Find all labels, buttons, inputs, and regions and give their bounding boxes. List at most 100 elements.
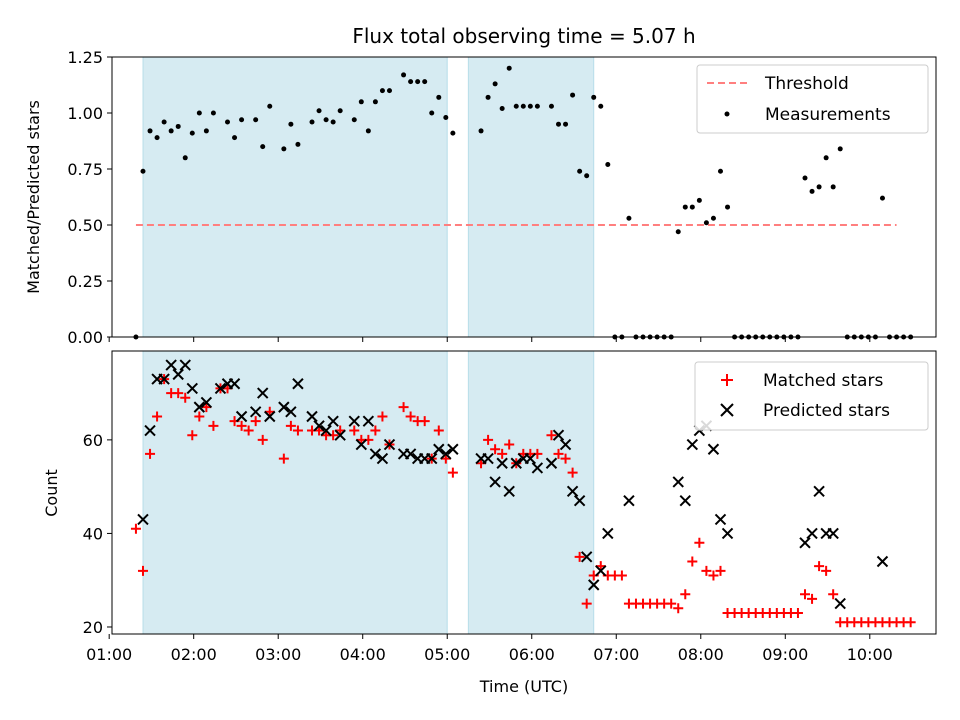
- predicted-star-point: [327, 415, 339, 427]
- measurement-point: [605, 162, 611, 168]
- predicted-star-point: [172, 368, 184, 381]
- predicted-star-point: [876, 555, 889, 568]
- predicted-star-point: [524, 452, 537, 465]
- bottom-spans: [142, 350, 595, 635]
- matched-star-point: [250, 416, 261, 427]
- predicted-star-point: [799, 537, 811, 549]
- top-axes-frame: [111, 56, 937, 338]
- legend-matched-label: Matched stars: [763, 371, 883, 391]
- measurement-point: [682, 204, 688, 210]
- predicted-star-point: [447, 443, 459, 455]
- matched-star-point: [828, 589, 839, 600]
- measurement-point: [450, 130, 456, 136]
- x-axis-label: Time (UTC): [479, 677, 568, 696]
- predicted-star-point: [827, 527, 839, 540]
- top-legend: Threshold Measurements: [696, 64, 929, 134]
- matched-star-point: [821, 565, 832, 576]
- measurement-point: [591, 94, 597, 100]
- matched-star-point: [574, 551, 585, 562]
- matched-star-point: [616, 570, 627, 581]
- matched-star-point: [546, 430, 557, 441]
- measurement-point: [225, 119, 231, 125]
- measurement-point: [879, 195, 885, 201]
- measurement-point: [415, 79, 421, 85]
- measurement-point: [140, 168, 146, 174]
- matched-star-point: [419, 416, 430, 427]
- matched-star-point: [800, 589, 811, 600]
- predicted-star-point: [679, 494, 691, 507]
- measurement-point: [703, 220, 709, 226]
- predicted-star-point: [158, 373, 170, 385]
- top-points: [133, 65, 914, 340]
- predicted-star-point: [292, 378, 304, 390]
- predicted-star-point: [264, 410, 276, 423]
- measurement-point: [485, 94, 491, 100]
- bottom-xtick-label: 06:00: [509, 645, 555, 664]
- measurement-point: [147, 128, 153, 134]
- measurement-point: [358, 99, 364, 105]
- measurement-point: [577, 168, 583, 174]
- predicted-star-point: [285, 406, 297, 418]
- predicted-star-point: [545, 457, 558, 469]
- matched-star-point: [433, 425, 444, 436]
- predicted-star-point: [552, 429, 565, 441]
- measurement-point: [232, 135, 238, 141]
- bottom-xtick-label: 03:00: [255, 645, 301, 664]
- predicted-star-point: [165, 359, 177, 371]
- predicted-star-point: [588, 579, 600, 591]
- measurement-point: [372, 99, 378, 105]
- predicted-star-point: [707, 443, 720, 455]
- matched-star-point: [145, 448, 156, 459]
- measurement-point: [154, 135, 160, 141]
- measurement-point: [506, 65, 512, 71]
- matched-star-point: [130, 523, 141, 534]
- matched-star-point: [187, 430, 198, 441]
- predicted-star-point: [186, 382, 198, 395]
- predicted-star-point: [426, 452, 438, 465]
- predicted-star-point: [559, 438, 572, 451]
- predicted-star-point: [320, 424, 332, 437]
- measurement-point: [295, 141, 301, 147]
- measurement-point: [309, 119, 315, 125]
- matched-star-point: [581, 598, 592, 609]
- measurement-point: [816, 184, 822, 190]
- matched-star-point: [792, 607, 803, 618]
- matched-star-point: [905, 617, 916, 628]
- predicted-star-point: [623, 494, 635, 507]
- predicted-star-point: [813, 485, 825, 498]
- measurement-point: [161, 119, 167, 125]
- bottom-xtick-label: 08:00: [678, 645, 724, 664]
- top-ylabel: Matched/Predicted stars: [24, 100, 43, 294]
- measurement-point: [422, 79, 428, 85]
- measurement-point: [725, 204, 731, 210]
- predicted-star-point: [440, 448, 452, 460]
- measurement-point: [520, 103, 526, 109]
- matched-star-point: [447, 467, 458, 478]
- measurement-point: [196, 110, 202, 116]
- measurement-point: [534, 103, 540, 109]
- measurement-point: [584, 173, 590, 179]
- predicted-star-point: [228, 378, 241, 390]
- matched-star-point: [560, 453, 571, 464]
- legend-predicted-marker: [720, 403, 734, 417]
- measurement-point: [323, 117, 329, 123]
- measurement-point: [182, 155, 188, 161]
- measurement-point: [351, 117, 357, 123]
- top-yticks: 0.00 0.25 0.50 0.75 1.00 1.25: [67, 48, 112, 347]
- measurement-point: [288, 121, 294, 127]
- legend-predicted-label: Predicted stars: [763, 401, 890, 421]
- matched-star-point: [137, 565, 148, 576]
- predicted-star-point: [510, 457, 522, 469]
- legend-matched-marker: [721, 374, 733, 386]
- bottom-points: [130, 359, 916, 628]
- bottom-ytick-label: 20: [83, 618, 103, 637]
- predicted-star-point: [278, 401, 290, 413]
- measurement-point: [717, 168, 723, 174]
- measurement-point: [175, 123, 181, 129]
- bottom-yticks: 20 40 60: [83, 431, 112, 637]
- measurement-point: [598, 103, 604, 109]
- measurement-point: [802, 175, 808, 181]
- predicted-star-point: [433, 443, 445, 455]
- measurement-point: [267, 103, 273, 109]
